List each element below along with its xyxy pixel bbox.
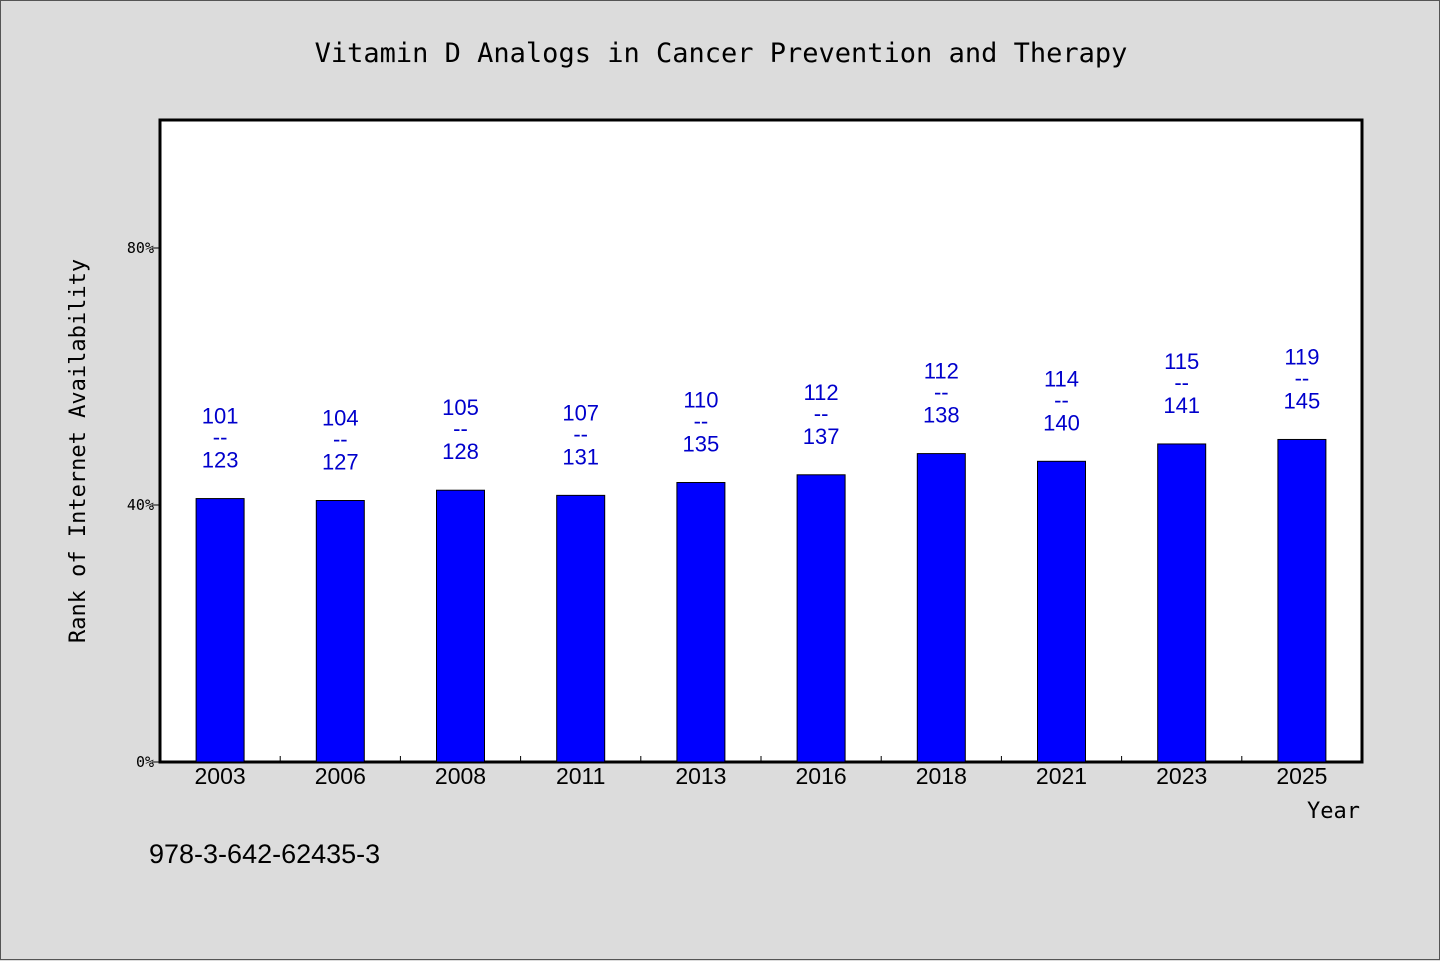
bar-label-bottom-2025: 145 [1284, 388, 1321, 413]
bar-label-sep-2011: -- [573, 421, 588, 446]
x-tick-label-2006: 2006 [315, 763, 366, 789]
bar-label-sep-2013: -- [694, 409, 709, 434]
bar-label-sep-2021: -- [1054, 387, 1069, 412]
bar-label-sep-2006: -- [333, 427, 348, 452]
bar-label-top-2018: 112 [924, 359, 959, 384]
bar-label-sep-2023: -- [1174, 370, 1189, 395]
bar-2003 [195, 498, 245, 763]
bar-label-top-2013: 110 [683, 388, 718, 413]
x-tick-label-2018: 2018 [916, 763, 967, 789]
bar-2008 [436, 489, 485, 763]
bar-label-top-2008: 105 [442, 395, 479, 420]
bar-2025 [1277, 438, 1327, 763]
bar-2023 [1157, 443, 1207, 763]
bar-label-sep-2003: -- [213, 425, 228, 450]
x-tick-label-2016: 2016 [796, 763, 847, 789]
x-tick-label-2003: 2003 [195, 763, 246, 789]
y-tick-label-40: 40% [127, 496, 154, 514]
bar-label-sep-2016: -- [814, 401, 829, 426]
x-tick-label-2021: 2021 [1036, 763, 1087, 789]
chart-title: Vitamin D Analogs in Cancer Prevention a… [315, 38, 1128, 69]
bar-label-top-2006: 104 [322, 406, 359, 431]
bar-label-top-2021: 114 [1044, 366, 1079, 391]
bar-2018 [916, 453, 966, 763]
bar-label-bottom-2023: 141 [1163, 393, 1200, 418]
bar-label-top-2025: 119 [1284, 344, 1319, 369]
bars-layer [195, 438, 1327, 763]
x-axis: 2003 2006 2008 2011 2013 2016 2018 2021 2023 2025 [195, 756, 1327, 789]
bar-2016 [796, 474, 846, 763]
bar-label-sep-2018: -- [934, 380, 949, 405]
bar-label-bottom-2003: 123 [202, 448, 239, 473]
bar-label-sep-2008: -- [453, 416, 468, 441]
y-tick-label-0: 0% [136, 753, 154, 771]
x-tick-label-2013: 2013 [675, 763, 726, 789]
bar-2011 [556, 494, 606, 763]
bar-label-top-2023: 115 [1164, 349, 1199, 374]
bar-2021 [1037, 460, 1086, 763]
bar-label-bottom-2011: 131 [562, 444, 599, 469]
bar-2013 [676, 482, 726, 763]
y-axis: 0% 40% 80% [127, 239, 160, 771]
x-axis-label: Year [1307, 799, 1360, 824]
bar-label-bottom-2016: 137 [803, 424, 840, 449]
bar-label-top-2016: 112 [804, 380, 839, 405]
x-tick-label-2008: 2008 [435, 763, 486, 789]
bar-label-top-2003: 101 [202, 404, 239, 429]
x-tick-label-2011: 2011 [556, 763, 605, 789]
bar-label-bottom-2013: 135 [683, 432, 720, 457]
y-tick-label-80: 80% [127, 239, 154, 257]
bar-label-bottom-2018: 138 [923, 403, 960, 428]
x-tick-label-2025: 2025 [1276, 763, 1327, 789]
footnote-isbn: 978-3-642-62435-3 [149, 839, 380, 869]
x-tick-label-2023: 2023 [1156, 763, 1207, 789]
bar-label-bottom-2006: 127 [322, 450, 359, 475]
bar-label-bottom-2008: 128 [442, 439, 479, 464]
y-axis-label: Rank of Internet Availability [66, 259, 91, 643]
bar-label-top-2011: 107 [562, 400, 599, 425]
bar-labels-layer: 101--123104--127105--128107--131110--135… [202, 344, 1321, 474]
bar-label-bottom-2021: 140 [1043, 410, 1080, 435]
bar-label-sep-2025: -- [1295, 365, 1310, 390]
bar-2006 [315, 500, 365, 763]
